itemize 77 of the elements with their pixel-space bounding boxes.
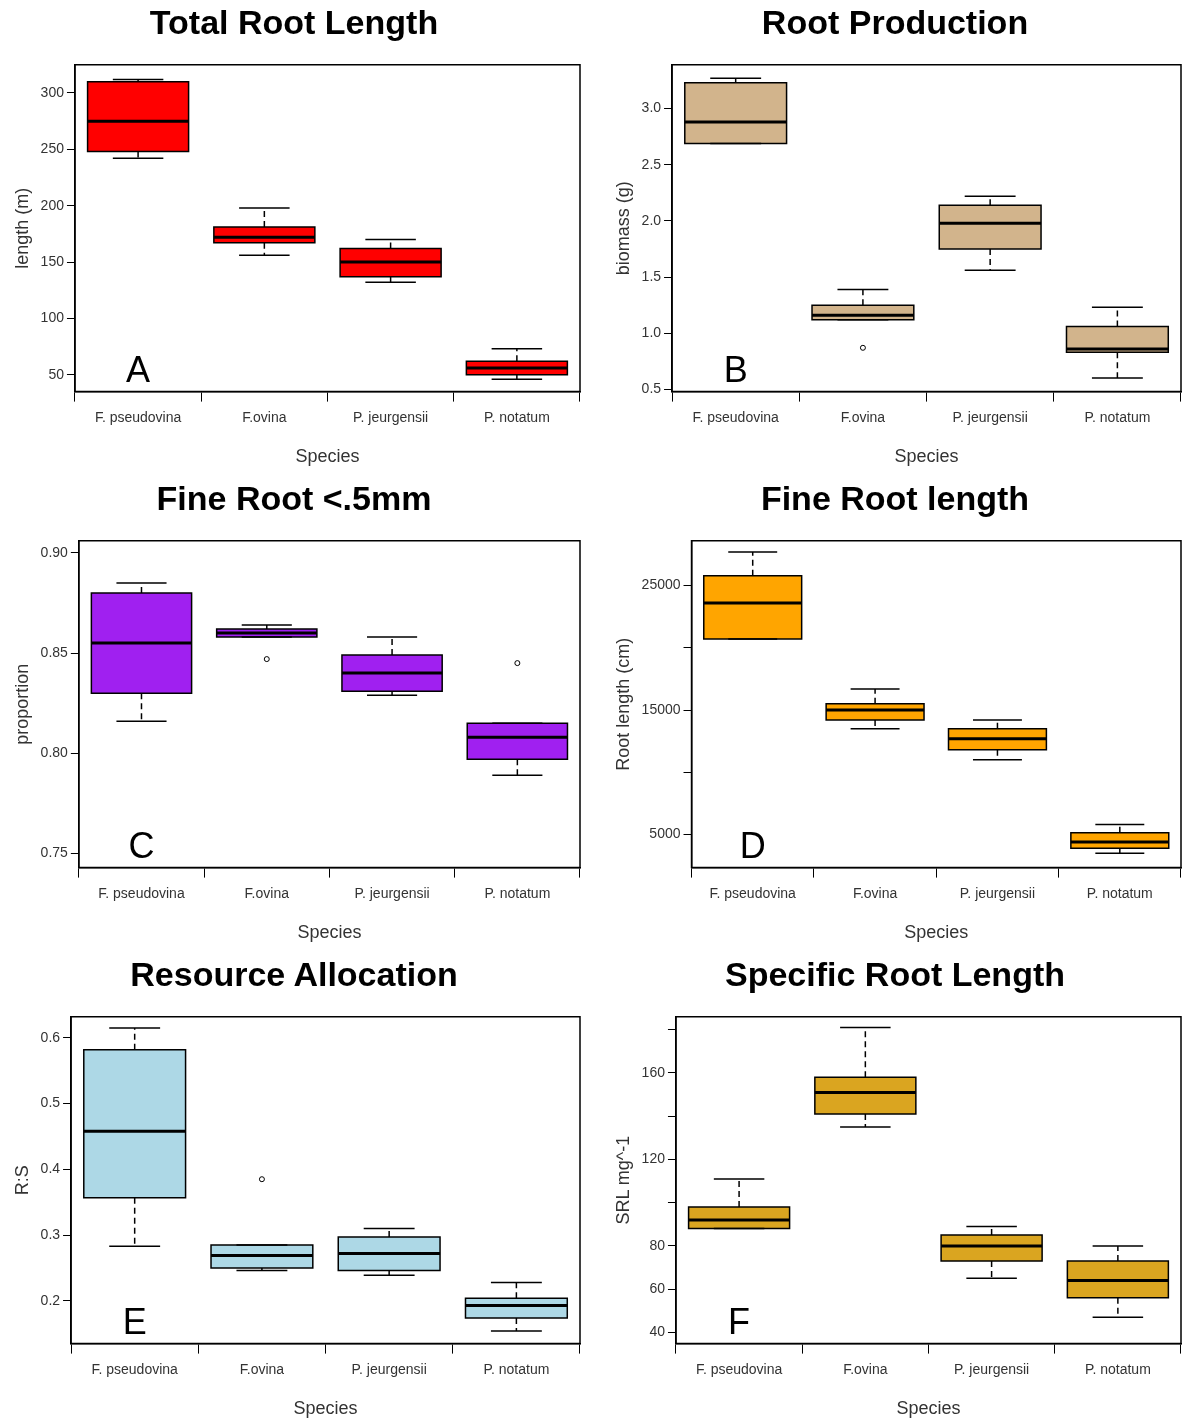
y-tick-label: 0.5 [40,1094,61,1111]
x-tick-label: F.ovina [843,1360,888,1377]
y-tick-label: 25000 [641,576,681,593]
x-tick-label: P. jeurgensii [354,884,430,901]
y-tick-label: 120 [641,1150,666,1167]
x-tick-label: P. notatum [483,1360,550,1377]
x-tick-label: P. notatum [483,408,550,425]
y-axis-title: R:S [11,1165,32,1196]
x-axis-title: Species [896,1398,961,1419]
x-tick-label: P. notatum [1084,1360,1151,1377]
y-tick-label: 0.90 [40,543,69,560]
x-tick-label: P. notatum [1086,884,1153,901]
y-tick-label: 160 [641,1063,666,1080]
x-axis-title: Species [297,922,362,943]
annotation: C [128,824,155,866]
y-tick-label: 80 [649,1236,666,1253]
x-tick-label: P. jeurgensii [352,408,429,425]
x-tick-label: F. pseudovina [709,884,797,901]
y-tick-label: 5000 [649,825,681,842]
x-tick-label: F. pseudovina [692,408,780,425]
x-tick-label: F.ovina [244,884,290,901]
y-tick-label: 2.5 [641,155,662,172]
y-tick-label: 2.0 [641,211,662,228]
annotation: D [739,824,766,866]
y-tick-label: 1.0 [641,324,662,341]
x-tick-label: P. jeurgensii [959,884,1036,901]
x-tick-label: P. jeurgensii [952,408,1028,425]
y-tick-label: 200 [40,196,65,213]
x-tick-label: F. pseudovina [98,884,185,901]
x-tick-label: F.ovina [242,408,287,425]
y-tick-label: 0.5 [641,380,662,397]
y-tick-label: 0.75 [40,844,69,861]
y-tick-label: 15000 [641,700,681,717]
y-tick-label: 50 [48,365,65,382]
y-tick-label: 40 [649,1323,666,1340]
y-tick-label: 150 [40,252,65,269]
y-tick-label: 0.2 [40,1291,61,1308]
x-tick-label: F.ovina [852,884,898,901]
y-tick-label: 0.80 [40,744,69,761]
annotation: F [728,1300,751,1342]
x-axis-title: Species [904,922,969,943]
y-tick-label: 0.3 [40,1225,61,1242]
annotation: A [126,348,151,390]
y-tick-label: 0.85 [40,643,69,660]
annotation: B [723,348,748,390]
y-tick-label: 0.4 [40,1160,61,1177]
x-tick-label: F.ovina [840,408,886,425]
chart-title: Specific Root Length [725,954,1065,993]
y-tick-label: 1.5 [641,267,662,284]
x-axis-title: Species [894,446,959,467]
x-tick-label: P. jeurgensii [953,1360,1030,1377]
chart-title: Total Root Length [149,2,439,41]
x-tick-label: P. notatum [1084,408,1151,425]
y-axis-title: SRL mg^-1 [612,1135,633,1225]
x-axis-title: Species [295,446,360,467]
chart-title: Fine Root <.5mm [156,478,432,517]
y-tick-label: 100 [40,309,65,326]
y-axis-title: length (m) [11,187,32,269]
x-tick-label: F. pseudovina [94,408,182,425]
y-axis-title: Root length (cm) [612,637,633,771]
y-tick-label: 250 [40,140,65,157]
y-axis-title: biomass (g) [612,181,633,276]
x-tick-label: F.ovina [239,1360,285,1377]
y-tick-label: 60 [649,1279,666,1296]
x-tick-label: F. pseudovina [695,1360,783,1377]
x-tick-label: F. pseudovina [91,1360,179,1377]
y-tick-label: 300 [40,83,65,100]
chart-title: Fine Root length [760,478,1030,517]
x-tick-label: P. notatum [484,884,551,901]
annotation: E [122,1300,147,1342]
x-tick-label: P. jeurgensii [351,1360,427,1377]
y-tick-label: 3.0 [641,99,662,116]
chart-title: Root Production [761,2,1029,41]
chart-title: Resource Allocation [130,954,458,993]
y-axis-title: proportion [11,663,32,745]
x-axis-title: Species [293,1398,358,1419]
y-tick-label: 0.6 [40,1028,61,1045]
